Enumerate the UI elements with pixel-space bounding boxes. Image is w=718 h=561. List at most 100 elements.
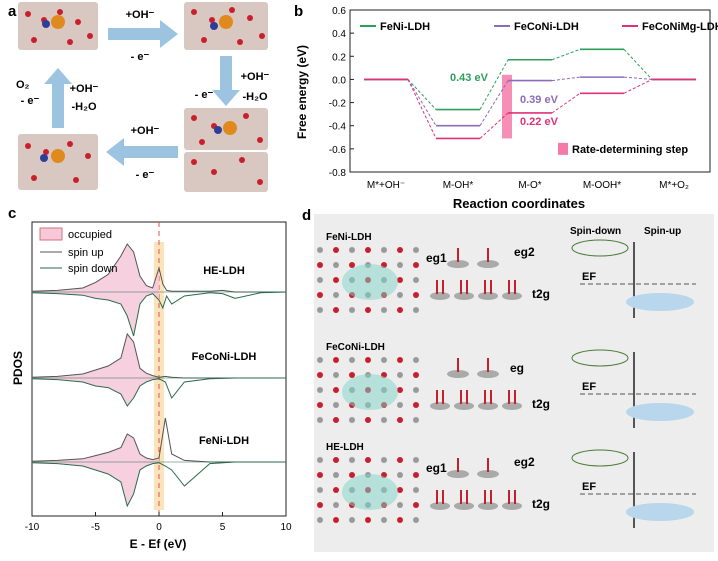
structure-label: HE-LDH (326, 442, 364, 453)
x-tick-label: -5 (91, 522, 100, 533)
orbital-diagram (430, 358, 522, 410)
level-label: eg1 (426, 461, 447, 475)
legend-spin-down: spin down (68, 263, 118, 275)
step2-byproduct: -H₂O (242, 91, 267, 103)
occupied-area (32, 334, 159, 378)
arrow-step-1 (108, 20, 178, 48)
rds-bar (502, 74, 512, 139)
band-diagram (571, 349, 696, 428)
panel-b: b Free energy (eV) Reaction coordinates … (290, 0, 718, 215)
energy-connector (407, 79, 437, 110)
fermi-label: EF (582, 271, 596, 283)
level-label: eg (510, 361, 524, 375)
orbital-diagram (430, 458, 522, 510)
y-tick-label: 0.6 (332, 6, 346, 17)
band-diagram (571, 239, 696, 318)
panel-a-label: a (8, 3, 17, 20)
energy-connector (479, 112, 509, 139)
level-label: eg2 (514, 245, 535, 259)
energy-connector (479, 80, 509, 126)
spin-down-curve (31, 461, 286, 508)
panel-d: d Spin-down Spin-up FeNi-LDH eg1 eg2 t2g EF F… (300, 200, 718, 556)
pdos-y-title: PDOS (11, 351, 25, 385)
step3-electron: - e⁻ (136, 169, 155, 181)
x-axis-title: Reaction coordinates (453, 196, 585, 211)
curve-label: FeCoNi-LDH (192, 351, 257, 363)
x-tick-label: 10 (280, 522, 292, 533)
occupied-area (32, 292, 159, 336)
step4-product: O₂ (16, 79, 30, 91)
panel-d-label: d (302, 207, 311, 224)
energy-connector (479, 59, 509, 110)
x-tick-label: M*+O₂ (659, 180, 689, 191)
fermi-label: EF (582, 381, 596, 393)
y-tick-label: -0.8 (329, 168, 347, 179)
step4-byproduct: -H₂O (71, 101, 96, 113)
x-tick-label: -10 (25, 522, 40, 533)
structure-image (317, 247, 419, 313)
level-label: t2g (532, 397, 550, 411)
occupied-area (32, 434, 159, 462)
occupied-area (32, 244, 159, 292)
step1-reactant: +OH⁻ (126, 9, 155, 21)
spin-up-curve (31, 243, 286, 293)
header-spin-down: Spin-down (570, 226, 621, 237)
x-tick-label: 0 (156, 522, 162, 533)
panel-c: c PDOS E - Ef (eV) -10 -5 0 5 10 HE-LDH FeCoNi… (0, 200, 295, 556)
rds-legend-swatch (558, 142, 568, 155)
energy-connector (623, 49, 653, 80)
legend-label: FeCoNi-LDH (514, 21, 579, 33)
legend-occupied: occupied (68, 229, 112, 241)
curve-label: FeNi-LDH (199, 435, 249, 447)
structure-image (317, 357, 419, 423)
y-axis-title: Free energy (eV) (295, 45, 309, 139)
panel-a-svg: a +OH⁻ - e⁻ (8, 2, 270, 192)
pdos-chart: c PDOS E - Ef (eV) -10 -5 0 5 10 HE-LDH FeCoNi… (8, 205, 292, 551)
legend-spin-up: spin up (68, 247, 103, 259)
y-tick-label: -0.2 (329, 99, 347, 110)
y-tick-label: 0.2 (332, 52, 346, 63)
structure-top-left (18, 2, 98, 50)
arrow-step-4 (44, 68, 72, 128)
x-tick-label: M-OOH* (583, 180, 621, 191)
legend-label: FeNi-LDH (380, 21, 430, 33)
structure-top-right (184, 2, 268, 50)
level-label: t2g (532, 287, 550, 301)
curve-label: HE-LDH (203, 265, 245, 277)
level-label: t2g (532, 497, 550, 511)
panel-a: a +OH⁻ - e⁻ (0, 0, 290, 195)
spin-down-curve (31, 377, 286, 407)
energy-connector (623, 76, 653, 80)
y-tick-label: 0.0 (332, 75, 346, 86)
level-label: eg2 (514, 455, 535, 469)
step4-electron: - e⁻ (21, 95, 40, 107)
plot-frame (349, 9, 711, 173)
energy-connector (551, 92, 581, 114)
energy-connector (407, 79, 437, 126)
rds-annotation: 0.22 eV (520, 116, 559, 128)
fermi-label: EF (582, 481, 596, 493)
occupied-area (32, 462, 159, 506)
y-tick-label: -0.6 (329, 145, 347, 156)
free-energy-chart: b Free energy (eV) Reaction coordinates … (294, 3, 718, 211)
structure-bottom-left (18, 134, 98, 190)
orbital-diagram (430, 248, 522, 300)
x-tick-label: M*+OH⁻ (367, 180, 405, 191)
structure-mid-right (184, 108, 268, 150)
rds-annotation: 0.39 eV (520, 94, 559, 106)
structure-image (317, 457, 419, 523)
structure-label: FeNi-LDH (326, 232, 372, 243)
energy-connector (551, 48, 581, 61)
structure-label: FeCoNi-LDH (326, 342, 385, 353)
step2-reactant: +OH⁻ (241, 71, 270, 83)
electronic-structure-panel: d Spin-down Spin-up FeNi-LDH eg1 eg2 t2g EF F… (302, 207, 714, 552)
rds-legend-label: Rate-determining step (572, 144, 688, 156)
step2-electron: - e⁻ (195, 89, 214, 101)
arrow-step-2 (212, 56, 240, 106)
y-tick-label: -0.4 (329, 122, 347, 133)
arrow-step-3 (106, 138, 178, 166)
header-spin-up: Spin-up (644, 226, 681, 237)
spin-down-curve (31, 291, 287, 337)
pdos-x-title: E - Ef (eV) (130, 537, 187, 551)
y-tick-label: 0.4 (332, 29, 346, 40)
